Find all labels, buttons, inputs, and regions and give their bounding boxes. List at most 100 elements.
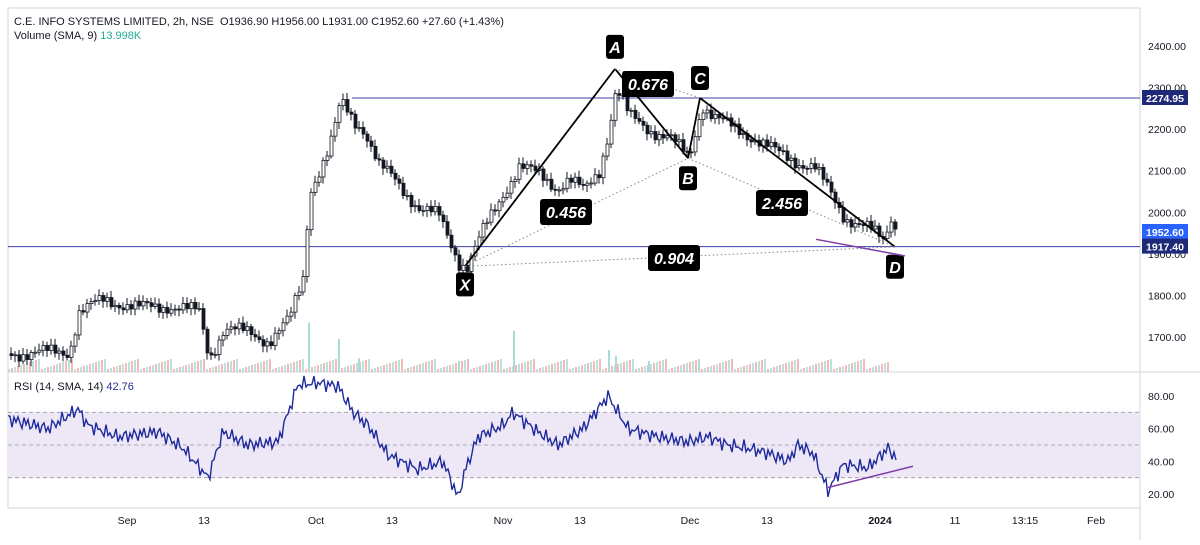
volume-bar <box>584 364 586 372</box>
volume-bar <box>518 364 520 372</box>
volume-bar <box>218 365 220 372</box>
candle-body <box>217 339 222 355</box>
volume-bar <box>347 366 349 372</box>
volume-bar <box>65 361 67 372</box>
volume-bar <box>32 361 34 372</box>
price-divergence-line <box>815 238 906 257</box>
volume-bar <box>875 366 877 372</box>
pattern-point-label: A <box>608 40 621 57</box>
candle-body <box>601 155 606 179</box>
candle-body <box>569 177 574 183</box>
candle-body <box>121 307 126 311</box>
volume-bar <box>326 362 328 372</box>
candle-body <box>529 164 534 167</box>
candle-body <box>349 111 354 115</box>
candle-body <box>785 150 790 161</box>
candle-body <box>281 322 286 332</box>
candle-body <box>241 322 246 331</box>
pattern-point-box <box>886 254 904 279</box>
volume-bar <box>425 362 427 372</box>
candle-body <box>237 322 242 330</box>
candle-body <box>285 315 290 324</box>
volume-bar <box>665 359 667 372</box>
rsi-tick-label: 40.00 <box>1148 456 1174 468</box>
candle-body <box>249 326 254 336</box>
candle-body <box>233 326 238 330</box>
volume-bar <box>245 367 247 372</box>
volume-bar <box>224 363 226 372</box>
candle-body <box>793 157 798 169</box>
volume-bar <box>749 364 751 372</box>
candle-body <box>717 114 722 119</box>
volume-bar <box>485 364 487 372</box>
volume-bar <box>365 360 367 372</box>
candle-body <box>337 105 342 123</box>
volume-bar <box>8 369 10 372</box>
candle-body <box>493 209 498 212</box>
volume-bar <box>800 369 802 372</box>
volume-bar <box>704 368 706 372</box>
volume-bar <box>122 364 124 372</box>
volume-bar <box>791 361 793 372</box>
price-tick-label: 2400.00 <box>1148 41 1186 53</box>
candle-body <box>113 304 118 308</box>
volume-bar <box>587 363 589 372</box>
candle-body <box>177 308 182 311</box>
volume-bar <box>134 360 136 372</box>
candle-body <box>261 339 266 347</box>
volume-bar <box>434 359 436 372</box>
volume-bar <box>632 359 634 372</box>
volume-bar <box>701 369 703 372</box>
candle-body <box>393 172 398 180</box>
candle-body <box>365 133 370 142</box>
volume-bar <box>560 361 562 372</box>
volume-bar <box>872 367 874 372</box>
candle-body <box>581 184 586 186</box>
volume-bar <box>833 369 835 372</box>
volume-bar <box>338 339 340 372</box>
x-tick-label: Sep <box>118 515 137 527</box>
volume-bar <box>53 365 55 372</box>
candle-body <box>341 99 346 107</box>
volume-bar <box>119 365 121 372</box>
volume-bar <box>761 360 763 372</box>
volume-bar <box>770 368 772 372</box>
candle-body <box>93 300 98 302</box>
candle-body <box>153 303 158 307</box>
candle-body <box>253 334 258 338</box>
volume-label: Volume (SMA, 9) <box>14 30 98 42</box>
candle-body <box>701 112 706 120</box>
volume-bar <box>350 365 352 372</box>
volume-bar <box>752 363 754 372</box>
volume-bar <box>848 364 850 372</box>
volume-bar <box>662 360 664 372</box>
candle-body <box>509 181 514 194</box>
candle-body <box>433 206 438 213</box>
volume-bar <box>101 360 103 372</box>
x-tick-label: 13 <box>761 515 773 527</box>
candle-body <box>353 113 358 129</box>
volume-bar <box>137 359 139 372</box>
volume-bar <box>209 368 211 372</box>
volume-bar <box>677 366 679 372</box>
volume-bar <box>551 364 553 372</box>
candle-body <box>373 145 378 160</box>
volume-bar <box>590 362 592 372</box>
candle-body <box>345 99 350 113</box>
volume-bar <box>146 367 148 372</box>
volume-bar <box>629 360 631 372</box>
volume-bar <box>815 364 817 372</box>
volume-bar <box>509 367 511 372</box>
candle-body <box>593 174 598 184</box>
ratio-label: 0.676 <box>628 77 668 94</box>
volume-bar <box>479 366 481 372</box>
volume-bar <box>845 365 847 372</box>
volume-bar <box>299 360 301 372</box>
volume-bar <box>599 359 601 372</box>
volume-bar <box>785 363 787 372</box>
candle-body <box>61 350 66 356</box>
candle-body <box>329 135 334 157</box>
volume-bar <box>680 365 682 372</box>
candle-body <box>81 310 86 313</box>
